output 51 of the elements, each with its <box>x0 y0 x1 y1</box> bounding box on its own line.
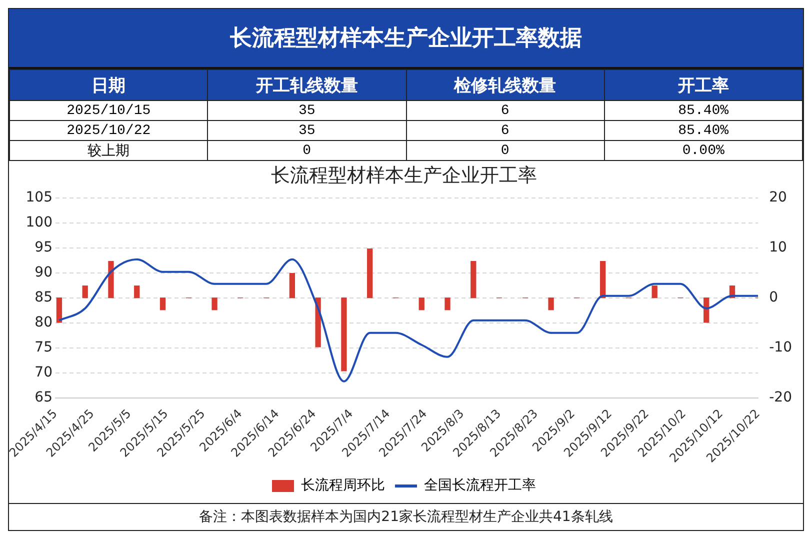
text: 长流程型材样本生产企业开工率数据 <box>9 9 803 69</box>
y-tick-label: 75 <box>34 340 53 356</box>
bar <box>82 286 88 298</box>
y2-tick-label: -20 <box>769 390 792 406</box>
y-tick-label: 70 <box>34 364 53 381</box>
bar <box>444 298 450 310</box>
text: 85.40% <box>678 122 729 138</box>
y-tick-label: 95 <box>34 239 53 256</box>
bar <box>470 261 476 298</box>
text: 6 <box>500 102 510 118</box>
text: 较上期 <box>88 144 130 160</box>
text: 0 <box>302 142 312 158</box>
y2-tick-label: 20 <box>769 189 787 206</box>
category-label: 检修轧线数量 <box>406 70 604 100</box>
text: 35 <box>298 102 316 118</box>
legend-label: 长流程周环比 <box>301 478 385 494</box>
y-tick-label: 100 <box>26 214 53 230</box>
bar <box>600 261 606 298</box>
bar <box>418 298 424 310</box>
bar <box>367 248 373 298</box>
y2-tick-label: -10 <box>769 340 792 356</box>
bar <box>652 286 658 298</box>
text: 85.40% <box>678 102 729 118</box>
category-label: 日期 <box>10 70 208 100</box>
bar <box>341 298 347 372</box>
y2-tick-label: 0 <box>769 289 778 306</box>
y-tick-label: 105 <box>26 189 53 206</box>
y-tick-label: 65 <box>34 390 53 406</box>
text: 2025/10/22 <box>66 122 151 138</box>
bar <box>548 298 554 310</box>
y-tick-label: 80 <box>34 314 53 331</box>
y2-tick-label: 10 <box>769 239 787 256</box>
legend-label: 全国长流程开工率 <box>424 478 536 494</box>
bar <box>108 261 114 298</box>
text: 6 <box>500 122 510 138</box>
text: 0 <box>500 142 510 158</box>
text: 备注：本图表数据样本为国内21家长流程型材生产企业共41条轧线 <box>9 503 803 530</box>
category-label: 开工轧线数量 <box>208 70 406 100</box>
chart-title: 长流程型材样本生产企业开工率 <box>271 164 537 186</box>
line-series <box>58 258 758 382</box>
y-tick-label: 85 <box>34 289 53 306</box>
category-label: 开工率 <box>604 70 802 100</box>
bar <box>56 298 62 323</box>
text: 35 <box>298 122 316 138</box>
bar <box>212 298 218 310</box>
bar <box>289 273 296 298</box>
y-tick-label: 90 <box>34 264 53 280</box>
text: 2025/10/15 <box>66 102 151 118</box>
bar <box>134 286 140 298</box>
text: 0.00% <box>682 142 724 158</box>
bar <box>160 298 166 310</box>
